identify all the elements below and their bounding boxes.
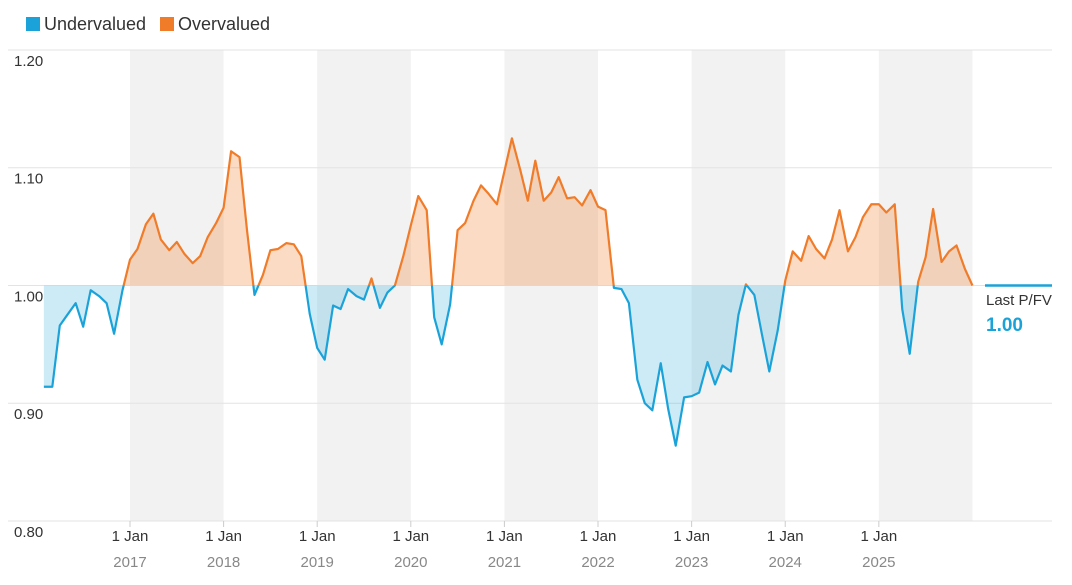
x-tick-label: 1 Jan: [112, 528, 149, 545]
x-year-label: 2021: [488, 554, 521, 571]
y-tick-label: 1.10: [14, 171, 43, 188]
legend-swatch: [160, 17, 174, 31]
x-year-label: 2022: [581, 554, 614, 571]
x-year-label: 2019: [301, 554, 334, 571]
x-tick-label: 1 Jan: [392, 528, 429, 545]
y-tick-label: 1.00: [14, 288, 43, 305]
legend-label: Undervalued: [44, 14, 146, 34]
x-tick-label: 1 Jan: [860, 528, 897, 545]
x-tick-label: 1 Jan: [486, 528, 523, 545]
y-tick-label: 1.20: [14, 53, 43, 70]
x-year-label: 2020: [394, 554, 427, 571]
x-tick-label: 1 Jan: [673, 528, 710, 545]
x-year-label: 2025: [862, 554, 895, 571]
legend-swatch: [26, 17, 40, 31]
last-label: Last P/FV: [986, 292, 1052, 309]
x-tick-label: 1 Jan: [767, 528, 804, 545]
x-tick-label: 1 Jan: [299, 528, 336, 545]
x-year-label: 2018: [207, 554, 240, 571]
legend-label: Overvalued: [178, 14, 270, 34]
last-value: 1.00: [986, 315, 1023, 336]
line-overvalued: [122, 137, 974, 286]
x-year-label: 2017: [113, 554, 146, 571]
y-tick-label: 0.90: [14, 406, 43, 423]
y-tick-label: 0.80: [14, 524, 43, 541]
x-tick-label: 1 Jan: [205, 528, 242, 545]
plot: [43, 137, 1052, 447]
x-year-label: 2023: [675, 554, 708, 571]
grid: [8, 49, 1052, 522]
x-tick-label: 1 Jan: [580, 528, 617, 545]
axes: 1 Jan 2017 1 Jan 2018 1 Jan 2019 1 Jan 2020 1 Ja…: [14, 53, 897, 571]
area-overvalued: [43, 138, 973, 286]
x-year-label: 2024: [769, 554, 802, 571]
